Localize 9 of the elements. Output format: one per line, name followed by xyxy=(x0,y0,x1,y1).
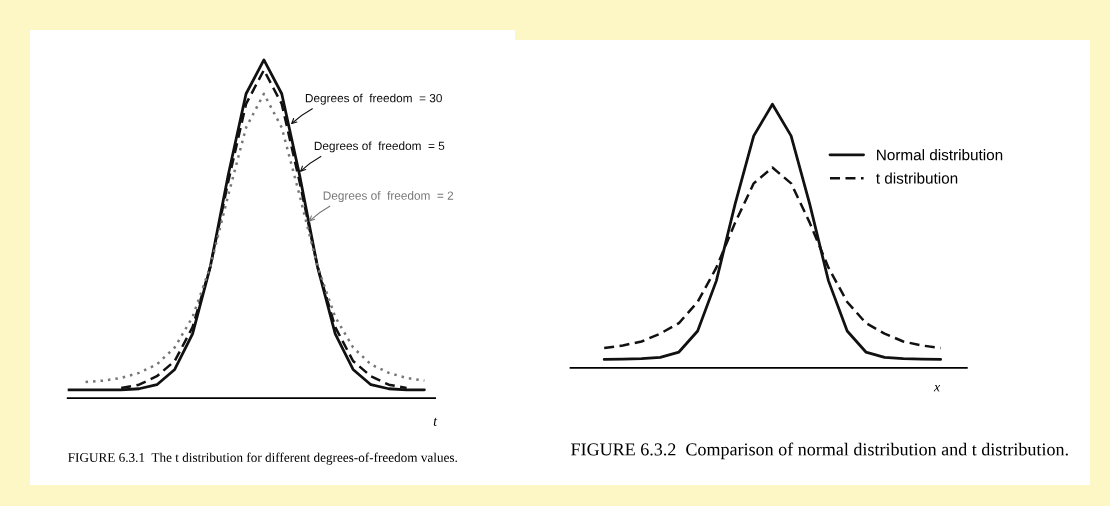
text: FIGURE 6.3.2 Comparison of normal distribution and t distribution. xyxy=(571,442,1068,460)
x-axis-title: x xyxy=(933,384,941,392)
x-axis-title: t xyxy=(433,417,438,426)
series-label: Degrees of freedom = 30 xyxy=(305,93,442,105)
legend-label: Normal distribution xyxy=(877,149,1003,161)
text: FIGURE 6.3.1 The t distribution for different degrees-of-freedom values. xyxy=(68,452,457,465)
series-label: Degrees of freedom = 2 xyxy=(323,191,454,203)
series-label: Degrees of freedom = 5 xyxy=(314,141,445,153)
legend-label: t distribution xyxy=(876,172,958,184)
